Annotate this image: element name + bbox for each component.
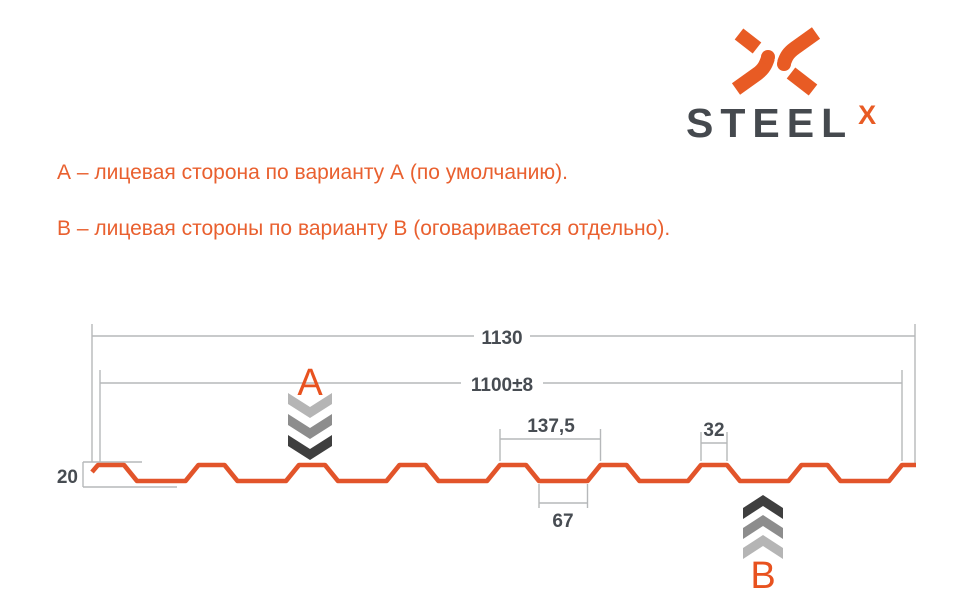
brand-lockup: STEEL X <box>686 100 876 147</box>
logo-hook-upper-tip <box>777 57 791 71</box>
logo-arm-bottom-right <box>786 67 818 96</box>
brand-name: STEEL <box>686 100 854 146</box>
steelx-logo-icon <box>731 27 821 96</box>
dimension-valley-width: 67 <box>538 484 589 532</box>
dim-value-rib-pitch: 137,5 <box>527 416 575 437</box>
logo-hook-upper <box>777 27 821 66</box>
dimension-rib-pitch: 137,5 <box>499 416 602 461</box>
logo-arm-top-left <box>734 28 762 54</box>
dim-value-valley-width: 67 <box>552 511 573 532</box>
dimension-overall-width: 1130 <box>91 324 916 463</box>
chevron-up-icon <box>743 535 783 559</box>
logo-hook-lower <box>731 55 775 95</box>
logo-hook-lower-tip <box>761 50 775 64</box>
marker-side-b: B <box>743 495 783 597</box>
marker-a-label: A <box>297 362 323 404</box>
chevron-up-icon <box>743 515 783 539</box>
dim-value-working-width: 1100±8 <box>471 375 533 396</box>
chevron-down-icon <box>288 435 332 460</box>
dim-value-overall-width: 1130 <box>481 328 522 349</box>
chevron-down-icon <box>288 414 332 439</box>
chevron-up-icon <box>743 495 783 519</box>
marker-b-label: B <box>750 555 775 597</box>
dimension-rib-top-width: 32 <box>700 420 728 461</box>
dimension-profile-height: 20 <box>57 461 177 488</box>
profile-drawing: 1130 1100±8 137,5 32 <box>57 324 916 597</box>
chevron-down-icon <box>288 393 332 418</box>
profile-cross-section <box>90 462 916 484</box>
dimension-working-width: 1100±8 <box>99 370 903 462</box>
dim-value-profile-height: 20 <box>57 467 78 488</box>
note-variant-b: В – лицевая стороны по варианту В (огова… <box>57 217 671 240</box>
brand-superscript-x: X <box>858 100 877 130</box>
dim-value-rib-top-width: 32 <box>703 420 724 441</box>
marker-side-a: A <box>288 362 332 460</box>
note-variant-a: А – лицевая сторона по варианту А (по ум… <box>57 161 568 184</box>
